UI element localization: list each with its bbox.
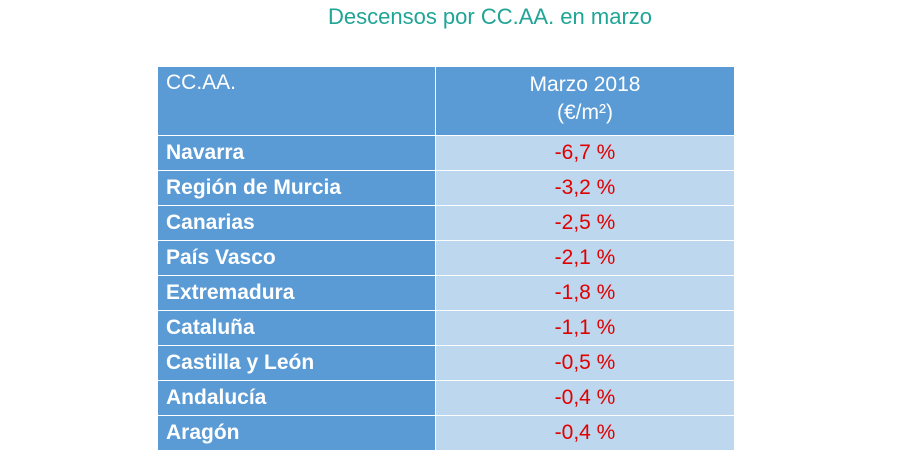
header-label: Marzo 2018 — [529, 73, 641, 96]
title: Descensos por CC.AA. en marzo — [327, 4, 653, 29]
value-cell: -0,4 % — [435, 415, 735, 451]
header-unit: (€/m²) — [557, 101, 613, 124]
value-cell: -6,7 % — [435, 135, 735, 171]
table-row: Navarra -6,7 % — [157, 135, 735, 171]
table-row: Extremadura -1,8 % — [157, 275, 735, 311]
value-cell: -1,8 % — [435, 275, 735, 311]
value-cell: -1,1 % — [435, 310, 735, 346]
region-cell: Aragón — [157, 415, 436, 451]
region-cell: Canarias — [157, 205, 436, 241]
header-label: CC.AA. — [166, 71, 237, 94]
table-row: Región de Murcia -3,2 % — [157, 170, 735, 206]
region-cell: País Vasco — [157, 240, 436, 276]
table-body: Navarra -6,7 % Región de Murcia -3,2 % Canar… — [157, 135, 735, 451]
value-cell: -2,1 % — [435, 240, 735, 276]
table: CC.AA. Marzo 2018 (€/m²) Navarra -6,7 % Reg… — [157, 66, 735, 451]
region-cell: Navarra — [157, 135, 436, 171]
table-row: Andalucía -0,4 % — [157, 380, 735, 416]
region-cell: Cataluña — [157, 310, 436, 346]
table-row: Castilla y León -0,5 % — [157, 345, 735, 381]
table-header: CC.AA. Marzo 2018 (€/m²) — [157, 66, 735, 136]
region-cell: Andalucía — [157, 380, 436, 416]
value-cell: -0,5 % — [435, 345, 735, 381]
table-row: Cataluña -1,1 % — [157, 310, 735, 346]
table-row: Aragón -0,4 % — [157, 415, 735, 451]
region-cell: Extremadura — [157, 275, 436, 311]
table-row: País Vasco -2,1 % — [157, 240, 735, 276]
header-cell: Marzo 2018 (€/m²) — [435, 66, 735, 136]
table-row: Canarias -2,5 % — [157, 205, 735, 241]
value-cell: -2,5 % — [435, 205, 735, 241]
header-cell: CC.AA. — [157, 66, 436, 136]
region-cell: Castilla y León — [157, 345, 436, 381]
value-cell: -0,4 % — [435, 380, 735, 416]
header-row: CC.AA. Marzo 2018 (€/m²) — [157, 66, 735, 136]
value-cell: -3,2 % — [435, 170, 735, 206]
region-cell: Región de Murcia — [157, 170, 436, 206]
